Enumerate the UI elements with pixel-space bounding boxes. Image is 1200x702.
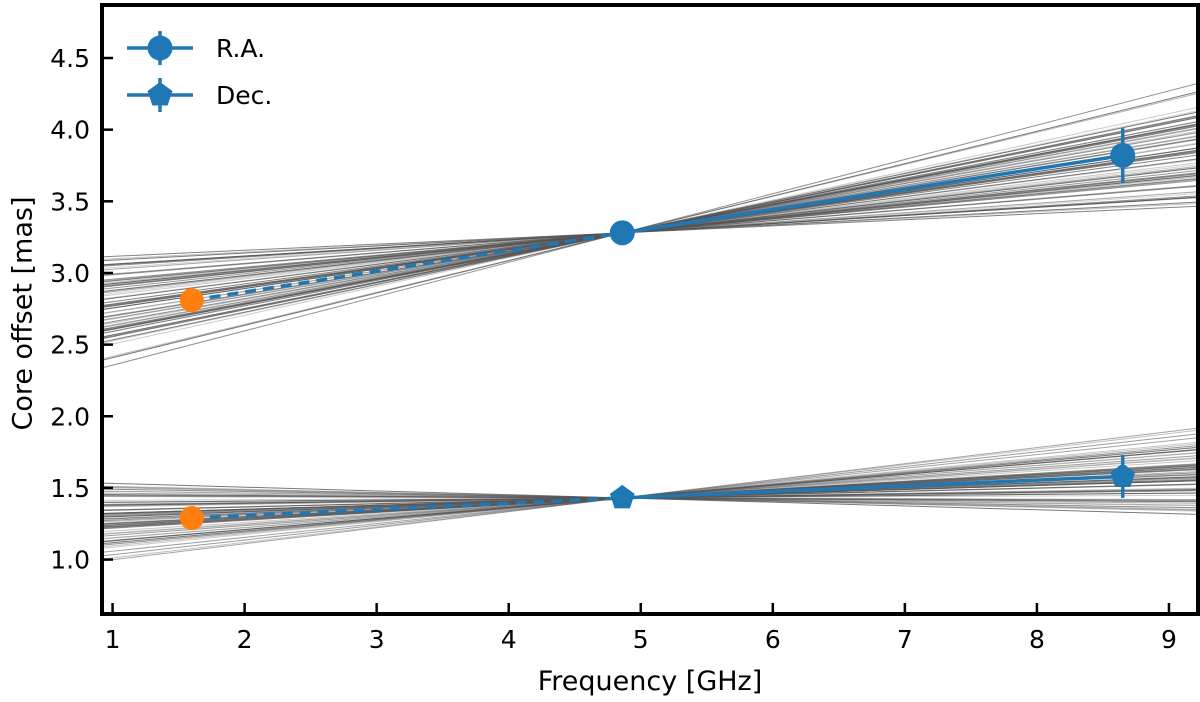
extrapolated-point-ra bbox=[179, 288, 204, 313]
y-axis-label: Core offset [mas] bbox=[8, 196, 39, 430]
series-dec bbox=[179, 454, 1136, 530]
y-tick-label: 1.5 bbox=[50, 474, 90, 503]
data-point-ra bbox=[1110, 142, 1136, 168]
axis-ticks: 1 2 3 4 5 6 7 8 9 1.0 1.5 2.0 2.5 3.0 3.5 4.0 4.5 bbox=[50, 44, 1177, 654]
y-tick-label: 4.0 bbox=[50, 116, 90, 145]
x-tick-label: 6 bbox=[765, 625, 781, 654]
x-tick-label: 2 bbox=[237, 625, 253, 654]
data-point-ra bbox=[609, 220, 635, 246]
legend-marker-dec bbox=[147, 82, 173, 106]
x-tick-label: 4 bbox=[501, 625, 517, 654]
data-series bbox=[179, 128, 1136, 530]
extrapolated-point-dec bbox=[179, 505, 204, 530]
fit-bundle-ra bbox=[102, 82, 1198, 369]
y-tick-label: 2.5 bbox=[50, 331, 90, 360]
x-tick-label: 9 bbox=[1161, 625, 1177, 654]
fit-line bbox=[102, 482, 1198, 515]
fit-line bbox=[102, 82, 1198, 369]
legend-marker-ra bbox=[147, 35, 173, 61]
legend-label-ra: R.A. bbox=[216, 34, 265, 63]
fit-line-bundles bbox=[102, 82, 1198, 562]
plot-frame bbox=[100, 3, 1200, 616]
series-line-ra bbox=[622, 153, 1123, 235]
y-tick-label: 3.0 bbox=[50, 259, 90, 288]
y-tick-label: 2.0 bbox=[50, 402, 90, 431]
data-point-dec bbox=[1110, 463, 1136, 487]
x-tick-label: 8 bbox=[1029, 625, 1045, 654]
legend-label-dec: Dec. bbox=[216, 81, 272, 110]
fit-line bbox=[102, 196, 1198, 266]
fit-line bbox=[102, 201, 1198, 262]
y-tick-label: 4.5 bbox=[50, 44, 90, 73]
x-axis-label: Frequency [GHz] bbox=[538, 666, 763, 697]
x-tick-label: 7 bbox=[897, 625, 913, 654]
x-tick-label: 3 bbox=[369, 625, 385, 654]
extrapolation-line-ra bbox=[191, 231, 623, 302]
series-ra bbox=[179, 128, 1136, 313]
fit-line bbox=[102, 192, 1198, 269]
series-line-dec bbox=[622, 474, 1123, 500]
x-tick-label: 1 bbox=[105, 625, 121, 654]
x-tick-label: 5 bbox=[633, 625, 649, 654]
y-tick-label: 3.5 bbox=[50, 187, 90, 216]
data-point-dec bbox=[609, 484, 635, 509]
y-tick-label: 1.0 bbox=[50, 546, 90, 575]
fit-line bbox=[102, 92, 1198, 360]
fit-bundle-dec bbox=[102, 427, 1198, 562]
legend: R.A. Dec. bbox=[127, 31, 272, 112]
